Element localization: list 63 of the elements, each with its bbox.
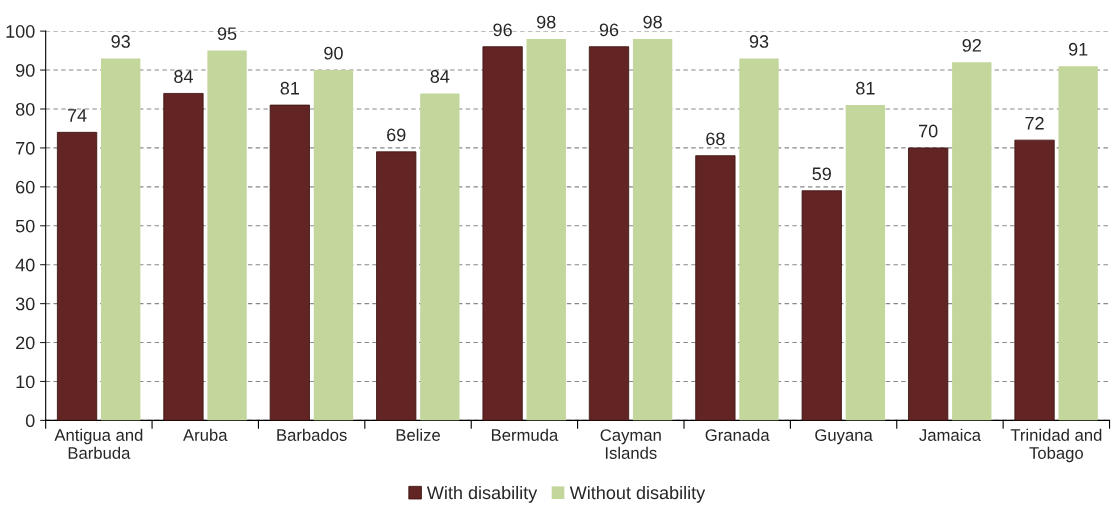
bar	[269, 104, 310, 421]
bar	[376, 151, 417, 421]
y-tick-label: 90	[16, 64, 35, 77]
y-tick-label: 50	[15, 219, 35, 233]
bar	[739, 58, 779, 421]
data-label: 98	[537, 15, 556, 29]
data-label: 93	[111, 35, 130, 48]
data-label: 81	[280, 81, 299, 95]
y-tick-label: 40	[15, 258, 35, 272]
data-label: 96	[493, 23, 512, 37]
data-label: 68	[706, 132, 725, 146]
data-label: 98	[643, 15, 662, 29]
x-tick-label: Bermuda	[491, 428, 559, 441]
bar	[801, 190, 842, 421]
data-label: 92	[962, 38, 981, 52]
y-tick-label: 10	[16, 375, 35, 389]
y-tick-label: 30	[15, 297, 35, 311]
legend-label: With disability	[426, 485, 538, 503]
bar	[632, 38, 673, 421]
bar	[313, 70, 354, 421]
x-tick-label: Trinidad and Tobago	[1010, 428, 1102, 463]
data-label: 90	[324, 46, 343, 60]
bar	[482, 46, 523, 421]
y-tick-label: 60	[16, 180, 35, 194]
bar	[207, 50, 247, 421]
y-tick-label: 0	[25, 414, 35, 428]
bar	[908, 147, 949, 421]
x-tick-label: Cayman Islands	[600, 429, 661, 459]
x-tick-label: Granada	[705, 428, 770, 441]
bar	[420, 93, 460, 421]
data-label: 84	[430, 70, 450, 83]
data-label: 59	[812, 167, 831, 181]
data-label: 96	[599, 23, 619, 37]
data-label: 95	[217, 27, 237, 41]
bar	[526, 38, 566, 421]
bar	[1014, 139, 1055, 421]
data-label: 69	[387, 128, 406, 142]
bar	[56, 131, 98, 421]
bar	[163, 93, 204, 421]
bar	[1058, 66, 1098, 421]
y-tick-label: 20	[16, 336, 35, 350]
y-tick-label: 80	[15, 102, 35, 116]
x-tick-label: Aruba	[183, 428, 228, 441]
data-label: 81	[856, 81, 875, 95]
data-label: 74	[67, 109, 87, 122]
bar	[695, 155, 736, 421]
legend-label: Without disability	[569, 485, 706, 503]
x-tick-label: Antigua and Barbuda	[54, 428, 143, 459]
data-label: 72	[1025, 116, 1044, 130]
data-label: 91	[1068, 42, 1088, 56]
y-tick-label: 100	[6, 25, 35, 38]
bar	[845, 105, 886, 421]
data-label: 84	[174, 70, 193, 83]
data-label: 70	[919, 124, 938, 138]
bar	[101, 58, 141, 421]
x-tick-label: Guyana	[815, 429, 873, 445]
x-tick-label: Jamaica	[919, 428, 981, 441]
x-tick-label: Barbados	[277, 428, 347, 441]
bar	[952, 62, 992, 421]
x-tick-label: Belize	[396, 428, 440, 441]
y-tick-label: 70	[16, 141, 35, 155]
bar	[588, 46, 630, 421]
data-label: 93	[749, 35, 769, 48]
